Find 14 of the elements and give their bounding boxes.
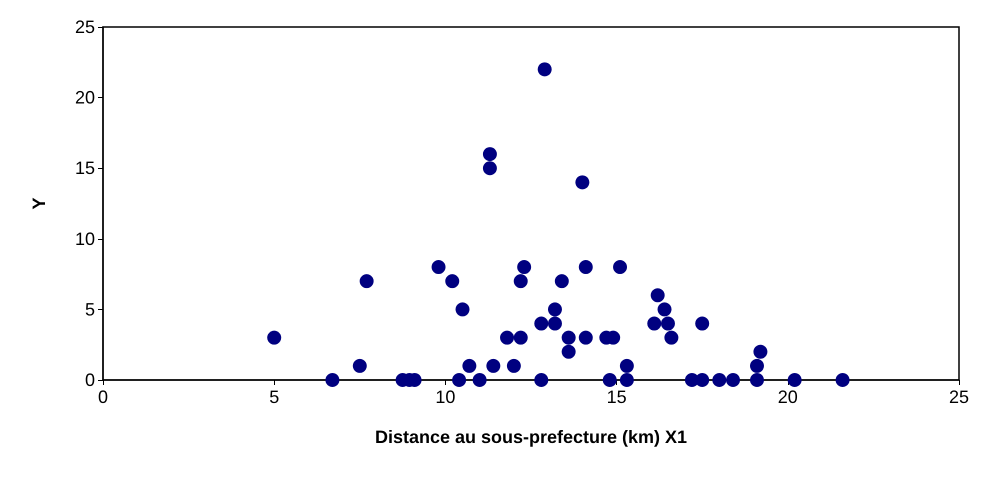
x-tick-label: 20	[778, 387, 798, 407]
x-axis-title: Distance au sous-prefecture (km) X1	[374, 427, 688, 447]
y-tick-label: 0	[84, 370, 95, 390]
y-tick-label: 25	[74, 17, 95, 37]
x-tick-label: 5	[269, 387, 280, 407]
y-axis-title: Y	[29, 197, 49, 210]
x-tick-label: 10	[435, 387, 456, 407]
y-tick-label: 5	[84, 299, 95, 320]
y-tick-label: 20	[74, 88, 95, 108]
x-tick-label: 25	[948, 387, 970, 407]
y-tick-label: 10	[74, 228, 95, 249]
x-tick-label: 0	[98, 387, 108, 407]
y-tick-label: 15	[74, 158, 95, 178]
x-tick-label: 15	[606, 387, 627, 407]
